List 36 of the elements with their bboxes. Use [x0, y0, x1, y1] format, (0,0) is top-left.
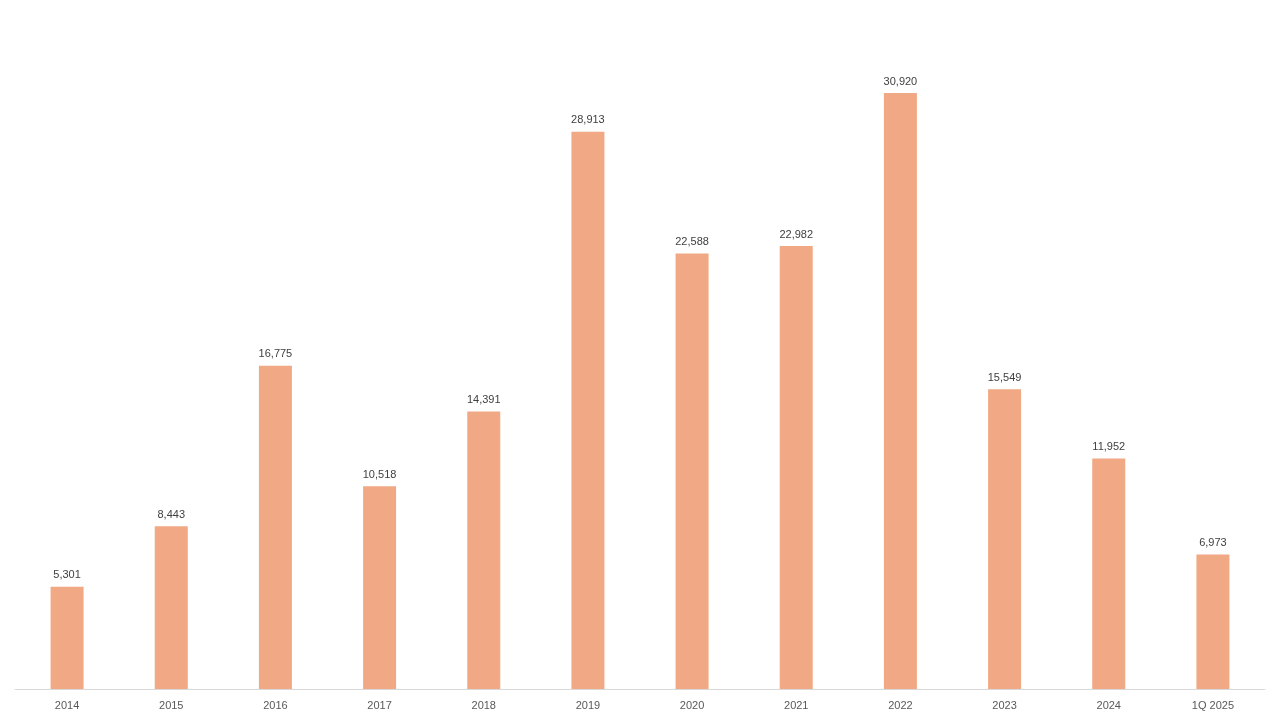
data-label: 11,952 — [1092, 440, 1126, 453]
data-label: 6,973 — [1199, 536, 1227, 549]
x-tick-label: 2014 — [54, 698, 80, 711]
data-label: 8,443 — [157, 507, 186, 520]
x-tick-label: 2016 — [263, 698, 288, 711]
x-tick-label: 1Q 2025 — [1191, 698, 1235, 711]
bar — [258, 365, 292, 689]
x-tick-label: 2023 — [992, 698, 1017, 711]
x-tick-label: 2018 — [471, 698, 496, 711]
bar — [363, 486, 397, 689]
data-label: 22,982 — [779, 227, 814, 240]
x-tick-label: 2020 — [679, 698, 705, 711]
data-label: 30,920 — [883, 74, 918, 87]
x-tick-label: 2019 — [575, 698, 601, 711]
x-tick-label: 2024 — [1096, 698, 1121, 711]
bar — [1196, 554, 1230, 689]
bar — [988, 389, 1022, 689]
bar — [571, 131, 605, 689]
bar — [1092, 458, 1126, 689]
bar — [154, 526, 188, 689]
bar — [883, 93, 917, 689]
bar — [50, 586, 84, 689]
data-label: 15,549 — [987, 370, 1022, 383]
bar — [779, 246, 813, 689]
data-label: 28,913 — [571, 113, 605, 126]
x-tick-label: 2015 — [159, 698, 184, 711]
data-label: 14,391 — [466, 393, 501, 406]
x-tick-label: 2021 — [784, 698, 809, 711]
data-label: 10,518 — [362, 467, 397, 480]
bar — [467, 411, 501, 689]
x-tick-label: 2022 — [888, 698, 913, 711]
x-tick-label: 2017 — [367, 698, 392, 711]
data-label: 5,301 — [53, 568, 81, 581]
bar — [675, 253, 709, 689]
data-label: 22,588 — [675, 235, 709, 248]
data-label: 16,775 — [258, 347, 293, 360]
